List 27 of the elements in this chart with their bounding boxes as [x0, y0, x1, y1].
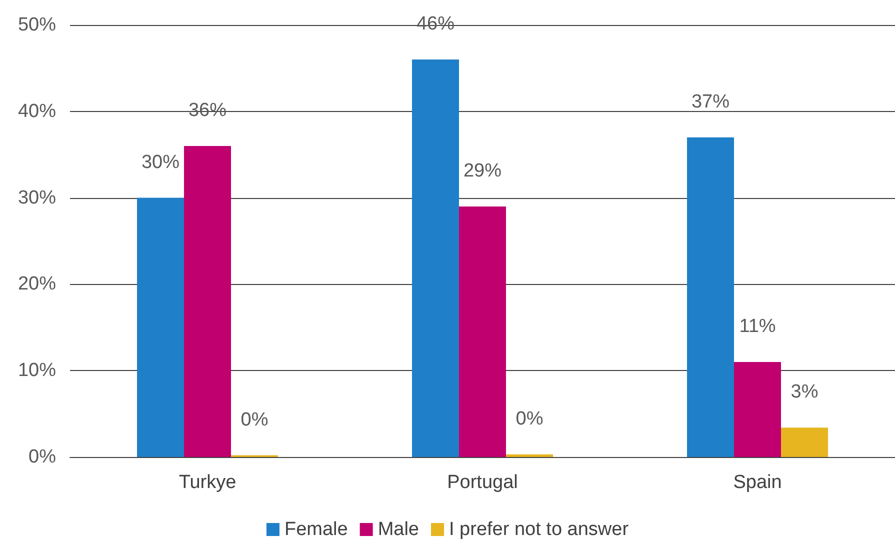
y-tick-label: 0% — [28, 446, 56, 468]
bar — [184, 146, 231, 457]
bar — [781, 428, 828, 457]
data-label: 29% — [463, 160, 502, 182]
y-tick-label: 50% — [18, 14, 56, 36]
legend-label: I prefer not to answer — [449, 519, 630, 540]
data-label: 37% — [691, 91, 730, 112]
y-tick-label: 40% — [18, 100, 56, 122]
data-label: 3% — [790, 382, 818, 403]
bar — [137, 198, 184, 457]
data-label: 11% — [739, 316, 776, 337]
bar — [687, 137, 734, 457]
legend-label: Male — [378, 519, 420, 540]
data-label: 30% — [141, 152, 180, 173]
data-label: 0% — [240, 409, 268, 430]
bar — [734, 362, 781, 457]
y-tick-label: 30% — [18, 187, 56, 208]
y-tick-label: 10% — [18, 360, 56, 382]
bar — [459, 206, 506, 457]
bar — [506, 454, 553, 457]
x-tick-label: Portugal — [447, 472, 518, 493]
x-tick-label: Turkye — [178, 472, 236, 493]
x-tick-label: Spain — [733, 472, 782, 493]
data-label: 0% — [516, 408, 544, 430]
bar — [412, 60, 459, 457]
legend-label: Female — [284, 519, 348, 540]
y-tick-label: 20% — [18, 274, 56, 295]
